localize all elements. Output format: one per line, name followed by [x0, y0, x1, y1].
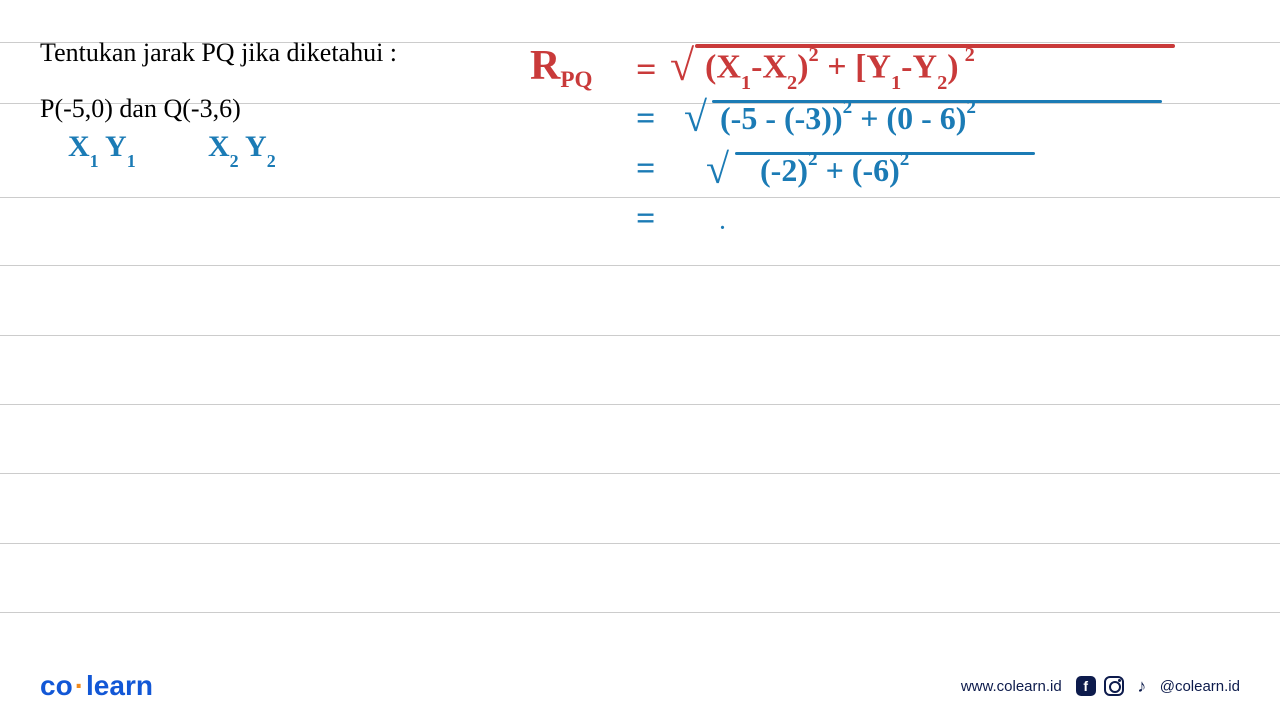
social-icons: f ♪ @colearn.id [1076, 676, 1240, 696]
facebook-icon: f [1076, 676, 1096, 696]
rule-line [0, 543, 1280, 544]
question-line1: Tentukan jarak PQ jika diketahui : [40, 32, 397, 74]
logo-dot: · [75, 670, 84, 702]
formula-label: RPQ [530, 42, 592, 90]
question-text: Tentukan jarak PQ jika diketahui : P(-5,… [40, 32, 397, 129]
footer-right: www.colearn.id f ♪ @colearn.id [961, 676, 1240, 696]
annotation-x2y2: X2 Y2 [208, 130, 276, 168]
x1-label: X1 Y1 [68, 130, 136, 163]
formula-expr-1: (X1-X2)2 + [Y1-Y2)2 [705, 48, 969, 91]
rule-line [0, 265, 1280, 266]
rule-line [0, 197, 1280, 198]
formula-equals-2: = [636, 100, 655, 138]
x2-label: X2 Y2 [208, 130, 276, 163]
formula-expr-2: (-5 - (-3))2 + (0 - 6)2 [720, 100, 976, 137]
rule-line [0, 473, 1280, 474]
sqrt-tick-2: √ [684, 94, 707, 142]
rule-line [0, 404, 1280, 405]
social-handle: @colearn.id [1160, 678, 1240, 695]
sqrt-tick-3: √ [706, 146, 729, 194]
formula-equals-1: = [636, 48, 657, 90]
formula-dot: . [720, 212, 725, 235]
page: Tentukan jarak PQ jika diketahui : P(-5,… [0, 0, 1280, 720]
instagram-icon [1104, 676, 1124, 696]
formula-expr-3: (-2)2 + (-6)2 [760, 152, 909, 189]
logo-learn: learn [86, 670, 153, 702]
sqrt-tick-1: √ [670, 40, 694, 91]
formula-equals-3: = [636, 150, 655, 188]
rule-line [0, 612, 1280, 613]
website-url: www.colearn.id [961, 678, 1062, 695]
logo: co · learn [40, 670, 153, 702]
formula-equals-4: = [636, 200, 655, 238]
annotation-x1y1: X1 Y1 [68, 130, 136, 168]
footer: co · learn www.colearn.id f ♪ @colearn.i… [40, 670, 1240, 702]
rule-line [0, 335, 1280, 336]
logo-co: co [40, 670, 73, 702]
tiktok-icon: ♪ [1132, 676, 1152, 696]
question-line2: P(-5,0) dan Q(-3,6) [40, 88, 397, 130]
